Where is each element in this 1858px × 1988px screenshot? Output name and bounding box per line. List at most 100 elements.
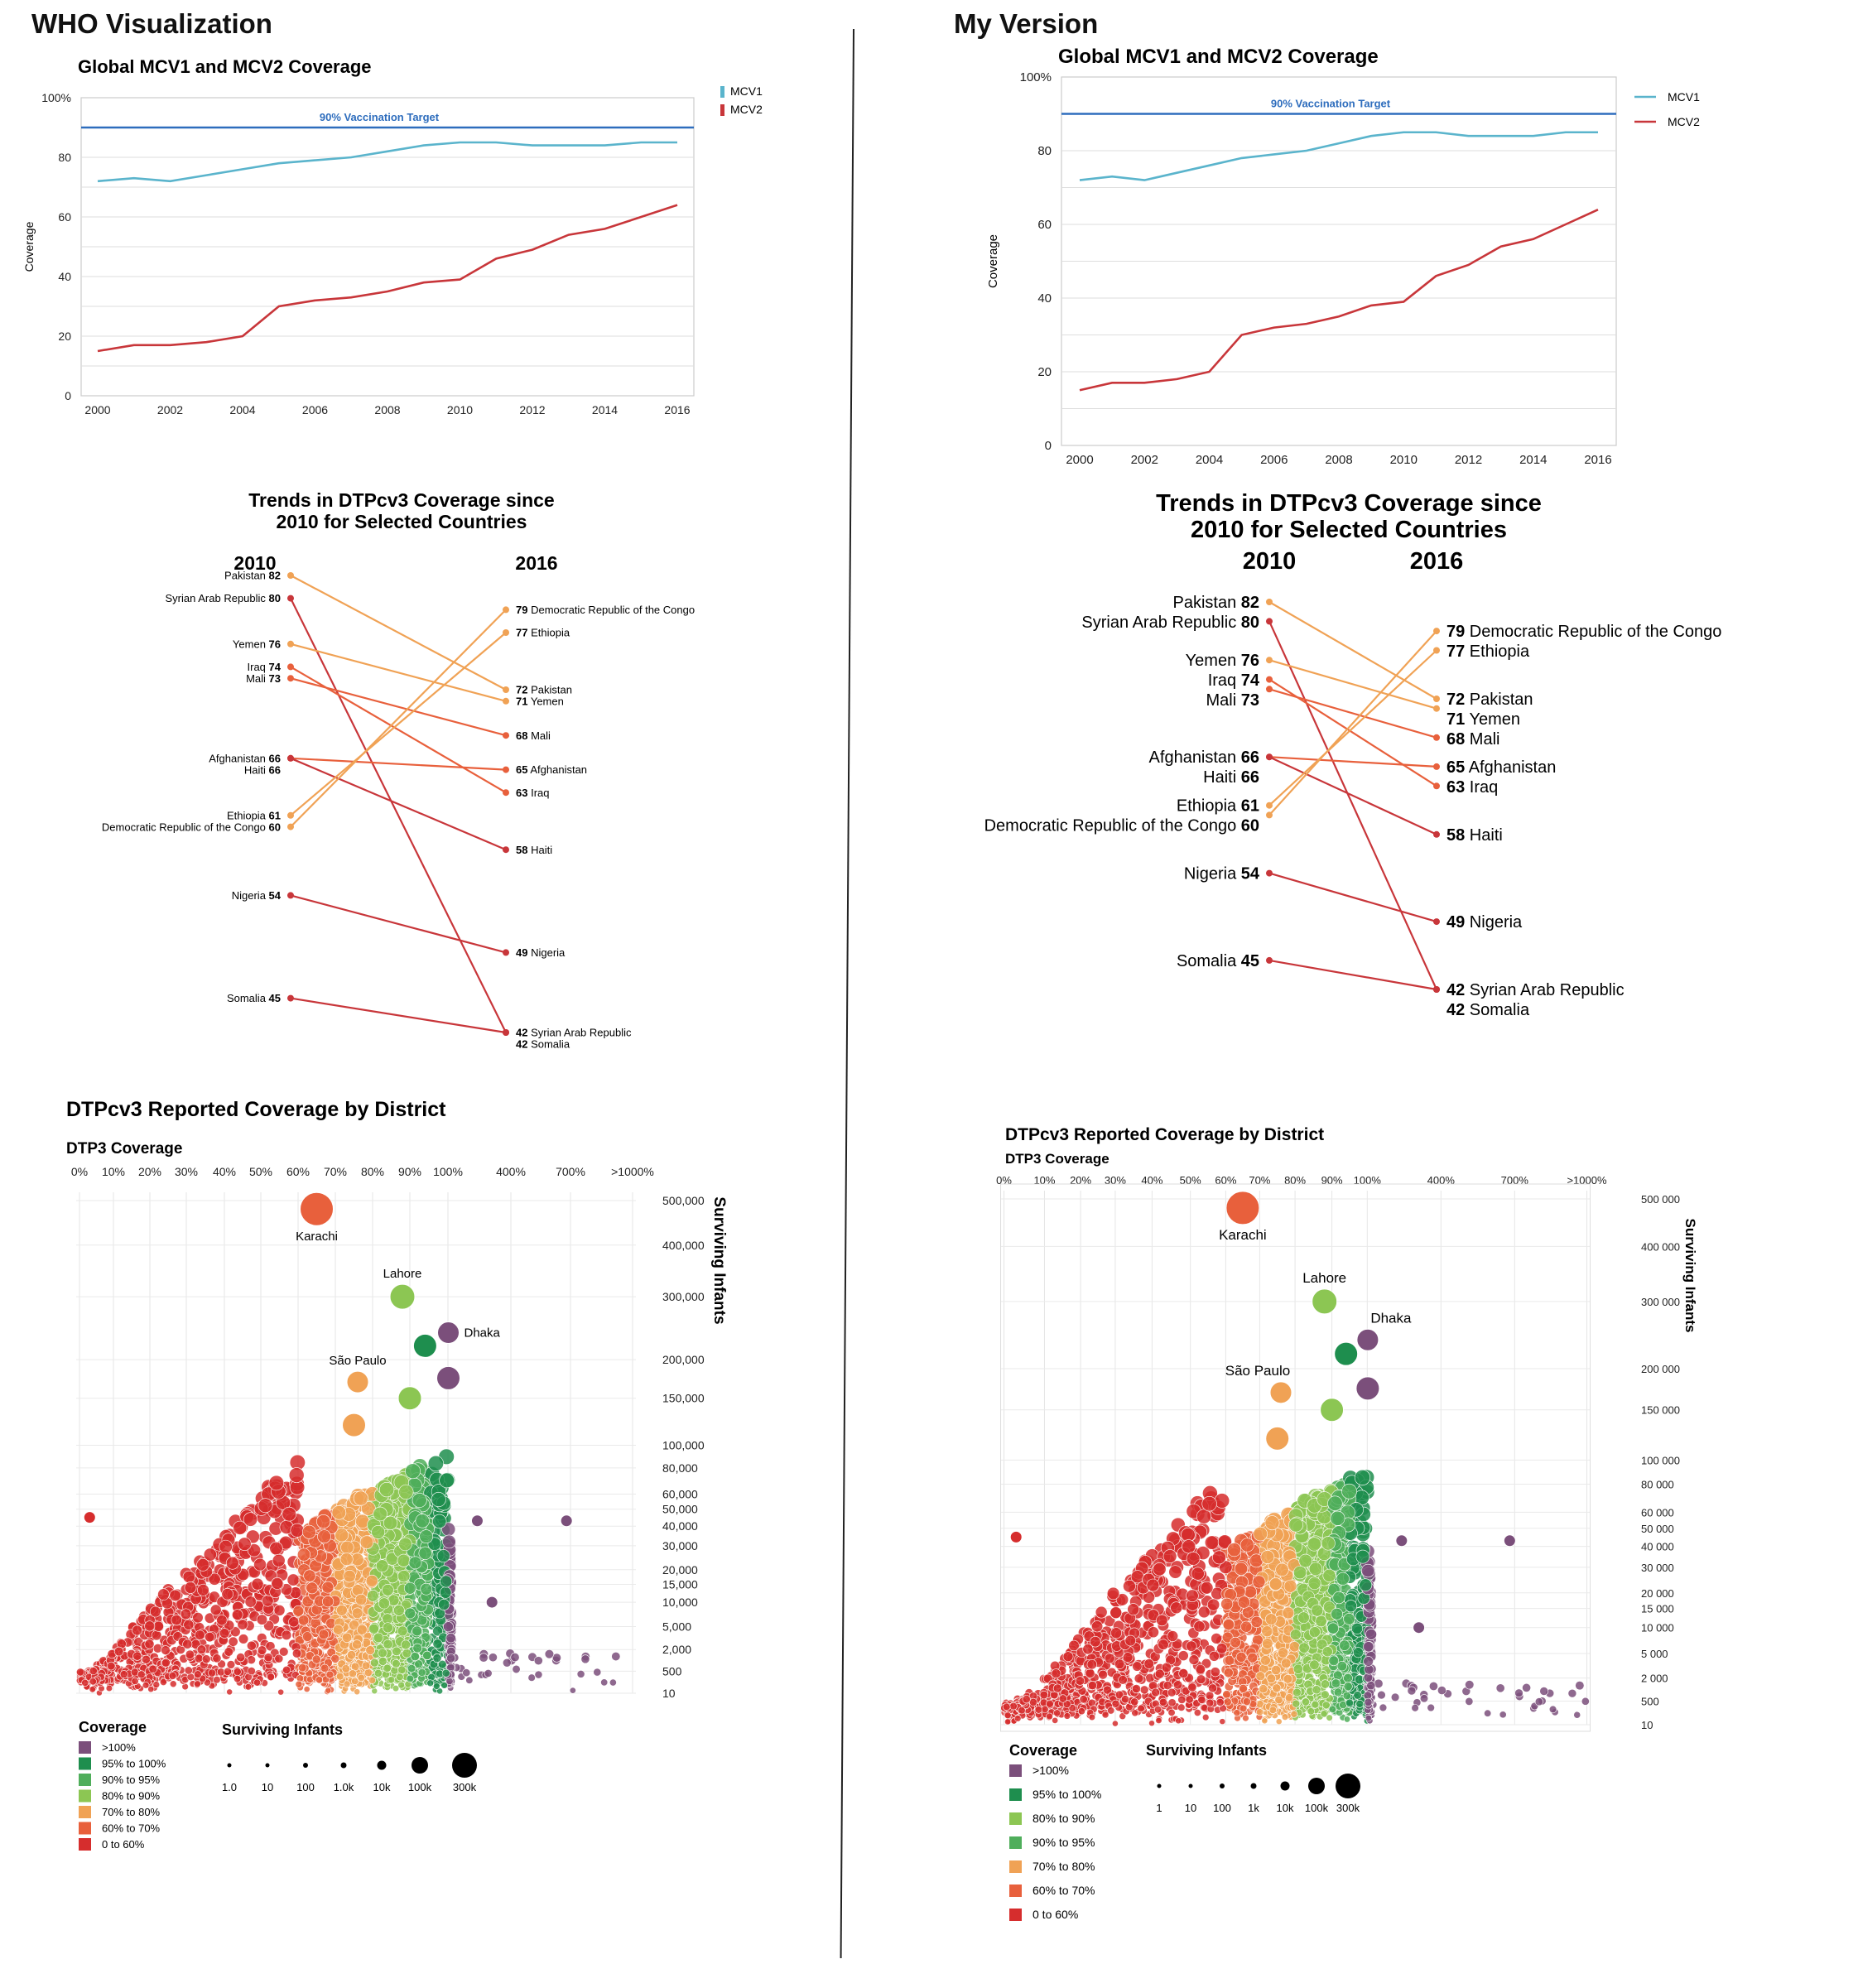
- district-point: [416, 1514, 430, 1528]
- y-tick-label: 50,000: [662, 1503, 698, 1516]
- slope-dot-2010: [287, 755, 294, 762]
- district-point: [397, 1570, 410, 1582]
- district-point: [368, 1624, 378, 1634]
- x-tick-label: 2008: [374, 403, 400, 416]
- slope-label-2016: 49 Nigeria: [1446, 913, 1523, 931]
- district-point: [479, 1653, 489, 1663]
- district-point: [409, 1557, 421, 1569]
- district-point: [489, 1653, 497, 1662]
- district-point: [183, 1639, 192, 1649]
- y-tick-label: 20: [1037, 365, 1052, 379]
- x-tick-label: 90%: [1321, 1174, 1343, 1187]
- legend-label: MCV1: [730, 84, 763, 98]
- district-point: [368, 1677, 375, 1683]
- legend-label: MCV2: [1668, 115, 1700, 128]
- district-point: [407, 1675, 414, 1682]
- size-legend-label: 1.0: [222, 1781, 237, 1793]
- district-point: [89, 1687, 96, 1693]
- slope-label-2010: Nigeria 54: [1184, 865, 1260, 883]
- district-point: [1496, 1684, 1504, 1692]
- district-point: [423, 1651, 432, 1660]
- district-point: [1420, 1694, 1428, 1702]
- y-tick-label: 200 000: [1641, 1363, 1680, 1375]
- district-point: [340, 1553, 353, 1566]
- district-point: [1514, 1689, 1523, 1697]
- district-point: [1148, 1721, 1154, 1726]
- district-point: [463, 1668, 470, 1676]
- y-tick-label: 5 000: [1641, 1648, 1668, 1660]
- size-legend-circle: [341, 1763, 347, 1769]
- district-point: [446, 1653, 455, 1662]
- district-point: [227, 1660, 235, 1668]
- district-point: [312, 1655, 320, 1663]
- district-point: [1574, 1711, 1581, 1718]
- coverage-legend-label: 60% to 70%: [102, 1822, 161, 1835]
- slope-dot-2016: [503, 789, 509, 796]
- slope-dot-2010: [1266, 599, 1273, 605]
- district-point: [357, 1625, 367, 1634]
- district-point: [247, 1641, 256, 1650]
- my-version-charts-svg: Global MCV1 and MCV2 Coverage02040608010…: [939, 0, 1841, 1984]
- size-legend-circle: [303, 1763, 308, 1768]
- size-legend-label: 100: [296, 1781, 315, 1793]
- slope-label-2010: Afghanistan 66: [209, 752, 281, 764]
- slope-label-2010: Mali 73: [246, 672, 281, 685]
- district-point: [1114, 1659, 1124, 1669]
- district-point: [396, 1673, 403, 1681]
- district-point: [354, 1689, 360, 1695]
- slope-label-2010: Syrian Arab Republic 80: [1081, 614, 1259, 632]
- district-point: [401, 1640, 410, 1649]
- district-point: [1522, 1683, 1530, 1692]
- slope-dot-2016: [503, 767, 509, 773]
- size-legend-title: Surviving Infants: [222, 1721, 343, 1738]
- district-point: [264, 1653, 272, 1662]
- district-point: [1391, 1693, 1399, 1702]
- legend-label: MCV1: [1668, 90, 1700, 103]
- y-tick-label: 300,000: [662, 1290, 705, 1303]
- district-point: [253, 1558, 266, 1571]
- x-tick-label: 2012: [519, 403, 545, 416]
- labeled-district-point: [438, 1322, 460, 1344]
- y-tick-label: 20: [58, 330, 71, 343]
- x-tick-label: 30%: [175, 1165, 198, 1178]
- district-point: [226, 1557, 238, 1569]
- x-tick-label: 700%: [556, 1165, 585, 1178]
- district-point: [446, 1678, 454, 1685]
- slope-label-2010: Mali 73: [1206, 691, 1259, 710]
- y-tick-label: 40 000: [1641, 1541, 1674, 1553]
- scatter-chart-mine: DTPcv3 Reported Coverage by DistrictDTP3…: [996, 1125, 1698, 1921]
- district-point: [1196, 1664, 1206, 1674]
- district-point: [354, 1491, 368, 1505]
- x-tick-label: 2010: [1390, 453, 1418, 467]
- district-point: [1206, 1692, 1214, 1700]
- x-tick-label: 2004: [1196, 453, 1223, 467]
- district-point: [413, 1334, 436, 1357]
- district-point: [484, 1669, 492, 1677]
- district-point: [1110, 1628, 1121, 1639]
- x-tick-label: 80%: [361, 1165, 384, 1178]
- slope-line: [1269, 757, 1437, 767]
- district-point: [197, 1558, 209, 1571]
- district-point: [349, 1670, 356, 1678]
- district-point: [222, 1588, 233, 1600]
- district-point: [382, 1584, 393, 1596]
- y-tick-label: 100%: [1020, 70, 1052, 84]
- slope-dot-2010: [287, 812, 294, 819]
- size-legend-label: 10k: [373, 1781, 391, 1793]
- district-point: [214, 1676, 221, 1683]
- district-point: [1540, 1687, 1548, 1695]
- slope-label-2016: 58 Haiti: [1446, 826, 1503, 845]
- x-tick-label: 30%: [1105, 1174, 1126, 1187]
- slope-line: [291, 609, 506, 826]
- district-point: [1202, 1714, 1209, 1721]
- district-point: [114, 1647, 123, 1656]
- line-chart-title: Global MCV1 and MCV2 Coverage: [1058, 46, 1379, 68]
- coverage-legend-label: 70% to 80%: [102, 1806, 161, 1818]
- district-point: [383, 1664, 392, 1673]
- x-tick-label: 40%: [213, 1165, 236, 1178]
- district-point: [170, 1590, 181, 1601]
- coverage-legend-swatch: [79, 1822, 91, 1835]
- slope-dot-2010: [1266, 657, 1273, 663]
- district-point: [601, 1679, 608, 1686]
